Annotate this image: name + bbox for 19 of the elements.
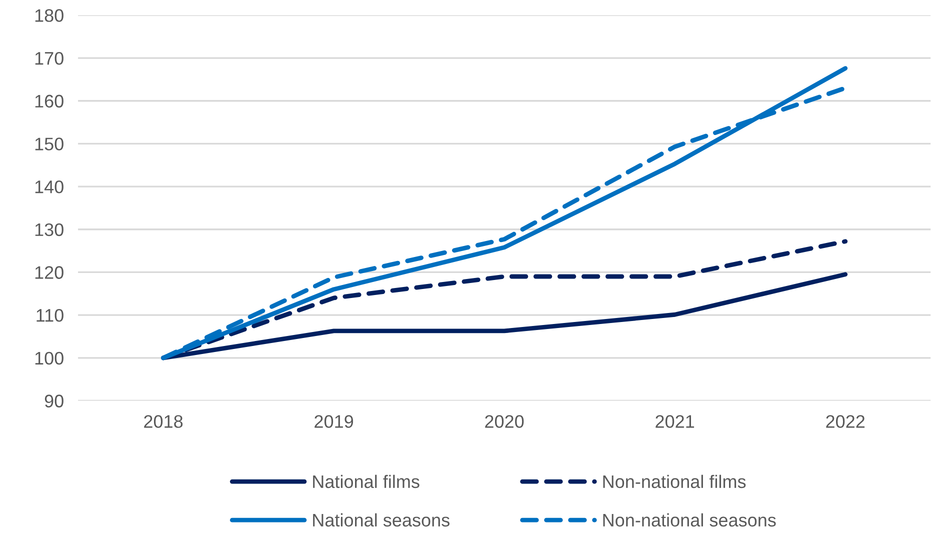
y-tick-label: 150 xyxy=(35,138,64,150)
y-tick-label: 90 xyxy=(44,394,64,408)
y-tick-label: 130 xyxy=(35,223,64,236)
x-tick-label: 2020 xyxy=(485,415,524,428)
y-tick-label: 170 xyxy=(35,52,64,65)
y-tick-label: 160 xyxy=(35,94,64,108)
legend-label: Non-national films xyxy=(603,474,746,488)
x-tick-label: 2019 xyxy=(314,415,354,428)
x-tick-label: 2021 xyxy=(656,415,694,428)
y-tick-label: 100 xyxy=(35,352,64,365)
x-tick-label: 2022 xyxy=(826,415,865,428)
legend-label: Non-national seasons xyxy=(603,513,776,527)
y-tick-label: 120 xyxy=(35,266,64,279)
x-tick-label: 2018 xyxy=(144,415,183,428)
y-tick-label: 180 xyxy=(35,9,64,22)
legend-label: National films xyxy=(313,474,420,488)
y-tick-label: 110 xyxy=(36,308,64,322)
y-tick-label: 140 xyxy=(35,180,64,194)
legend-label: National seasons xyxy=(313,513,450,527)
